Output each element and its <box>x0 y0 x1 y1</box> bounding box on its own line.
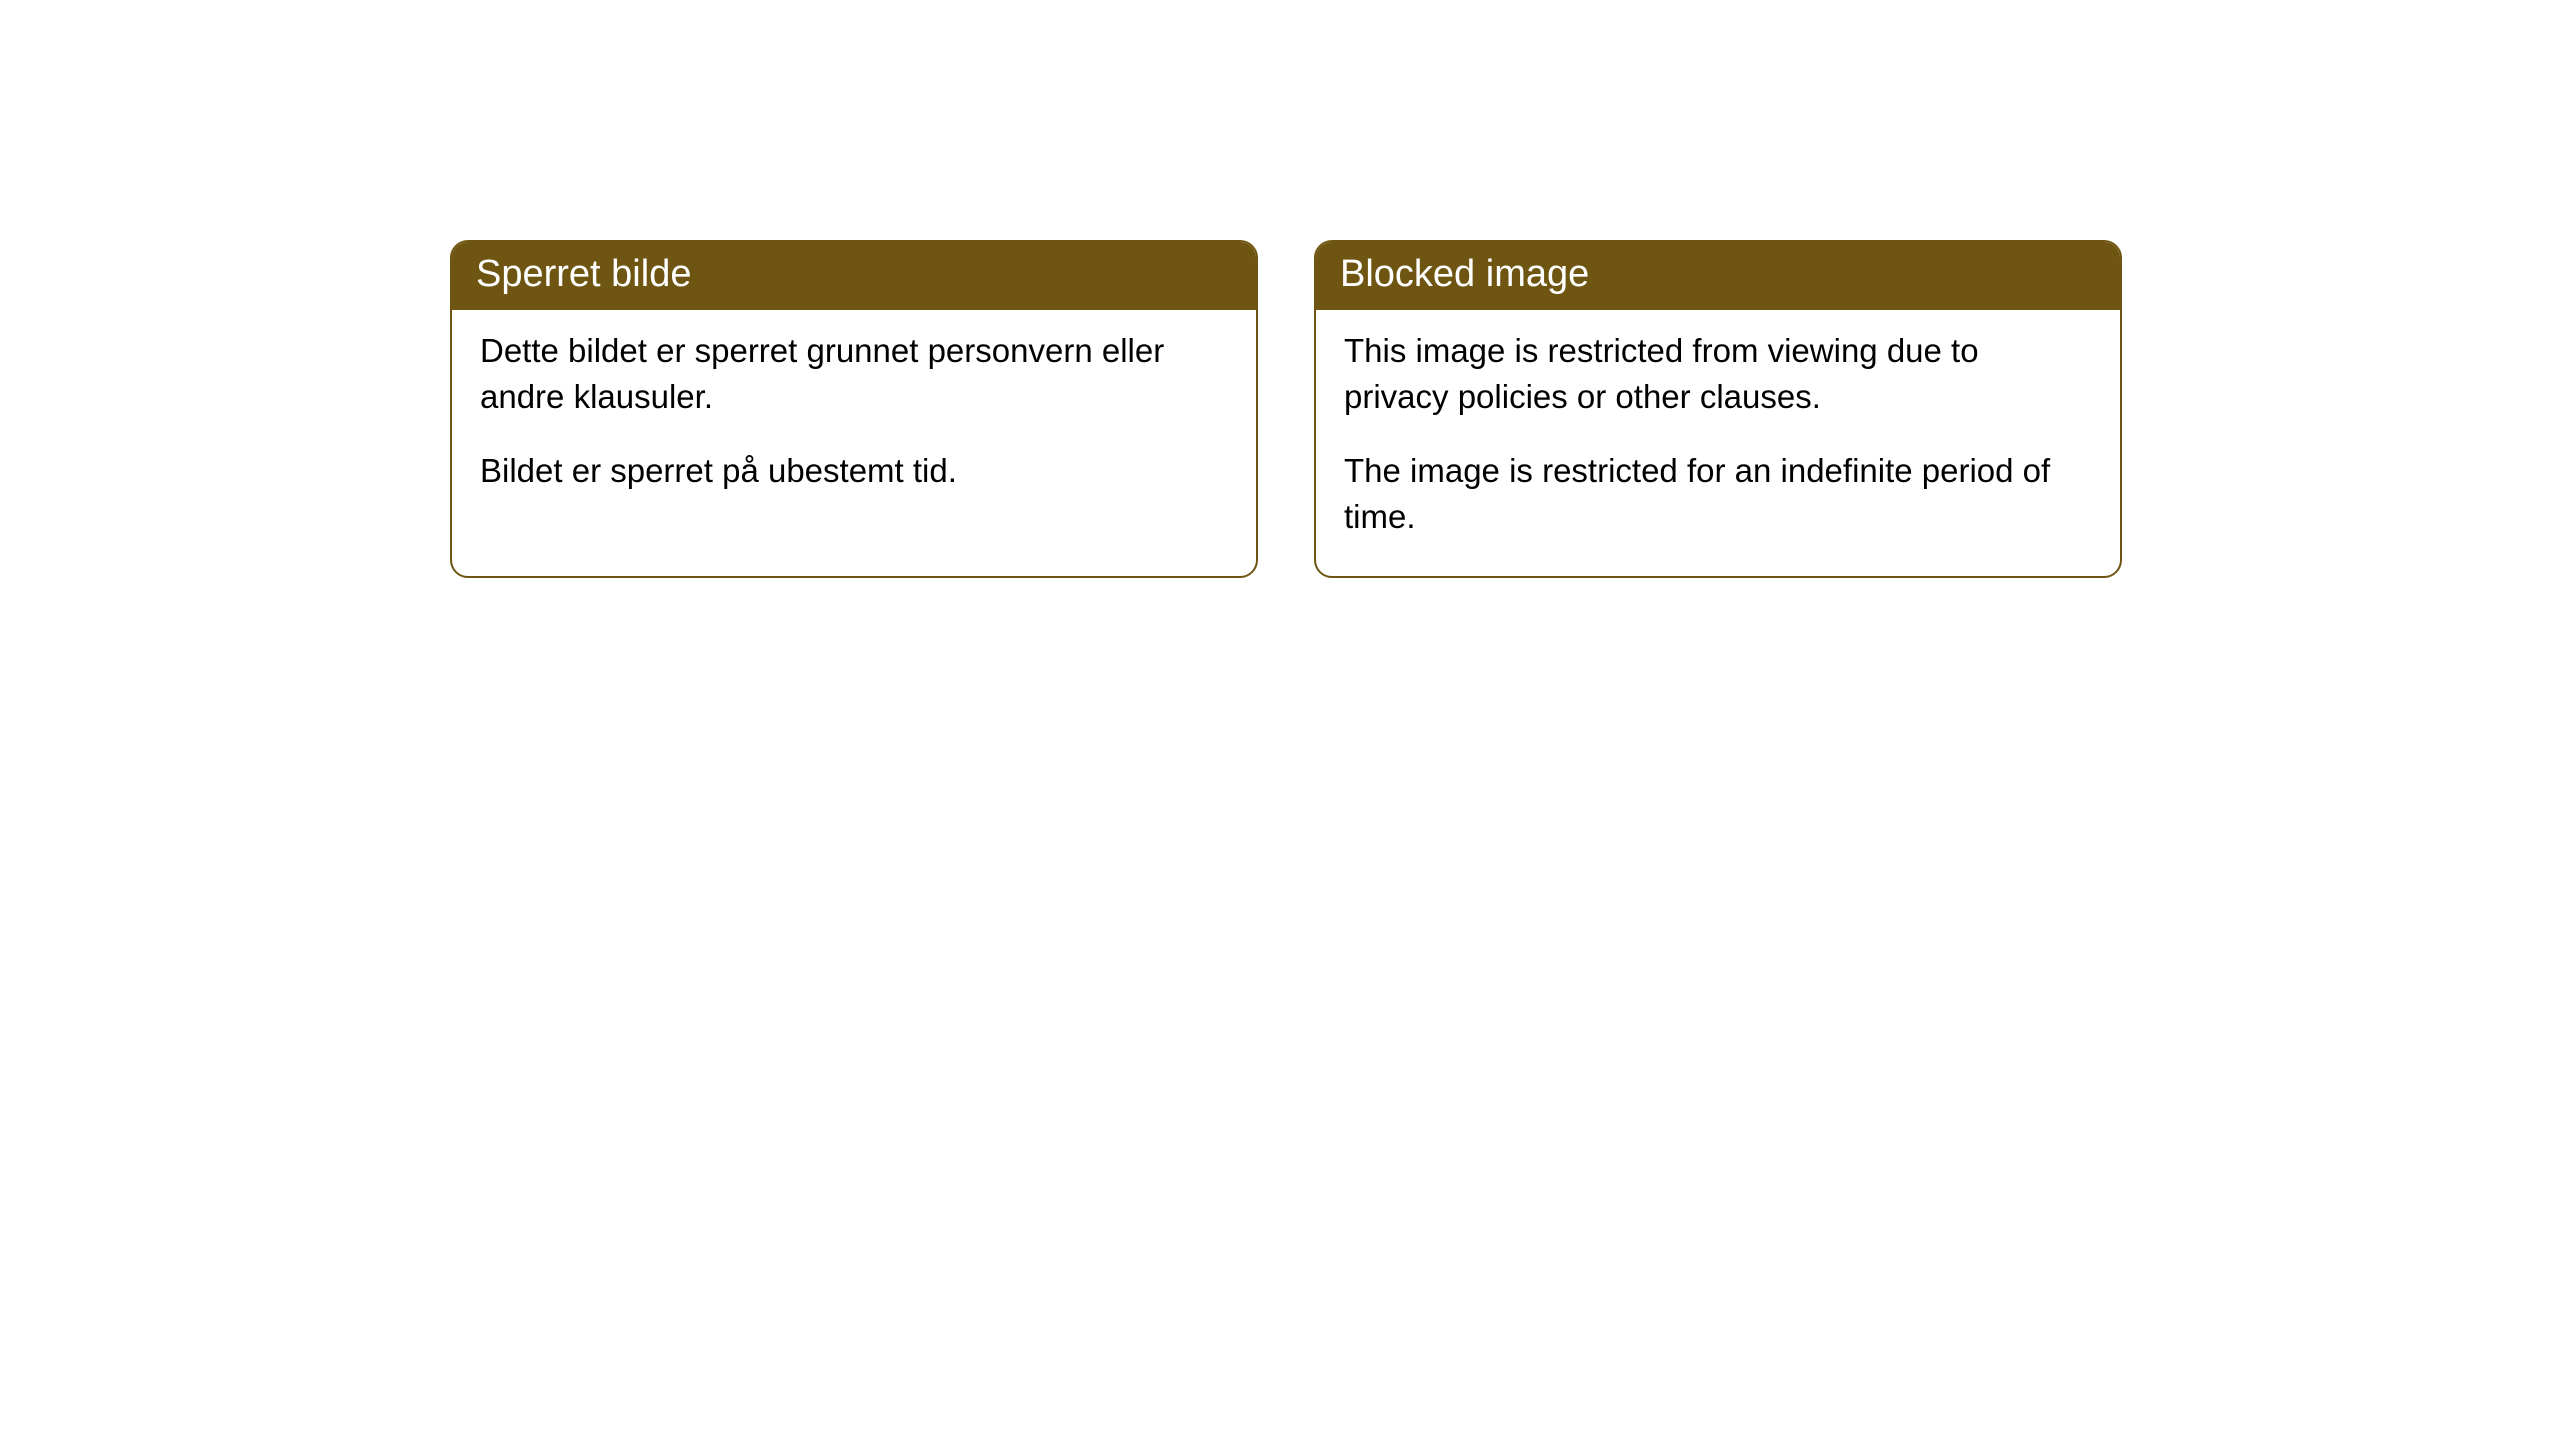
card-paragraph: This image is restricted from viewing du… <box>1344 328 2092 420</box>
blocked-image-card-no: Sperret bilde Dette bildet er sperret gr… <box>450 240 1258 578</box>
card-paragraph: Dette bildet er sperret grunnet personve… <box>480 328 1228 420</box>
card-body: Dette bildet er sperret grunnet personve… <box>452 310 1256 531</box>
card-header: Blocked image <box>1316 242 2120 310</box>
blocked-image-card-en: Blocked image This image is restricted f… <box>1314 240 2122 578</box>
card-paragraph: Bildet er sperret på ubestemt tid. <box>480 448 1228 494</box>
card-header: Sperret bilde <box>452 242 1256 310</box>
notice-cards-container: Sperret bilde Dette bildet er sperret gr… <box>450 240 2122 578</box>
card-body: This image is restricted from viewing du… <box>1316 310 2120 577</box>
card-paragraph: The image is restricted for an indefinit… <box>1344 448 2092 540</box>
